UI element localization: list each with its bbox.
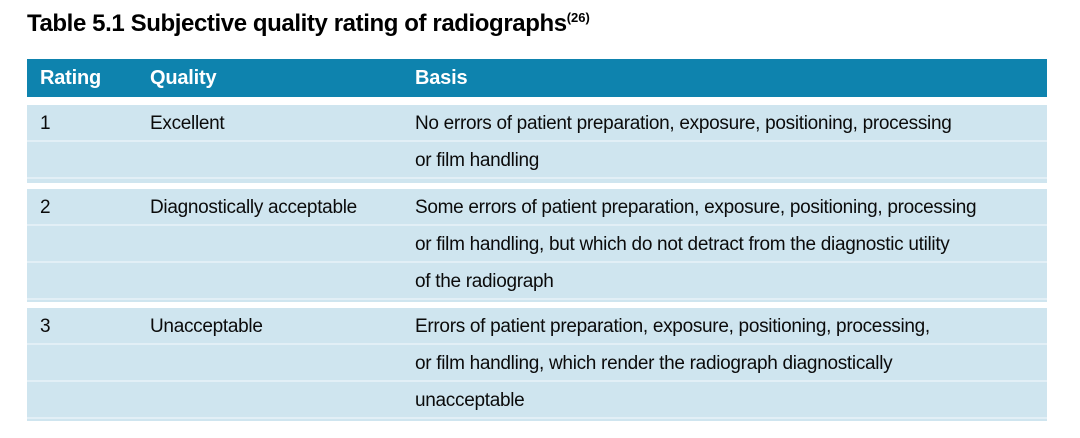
basis-line: Errors of patient preparation, exposure,… bbox=[415, 316, 930, 337]
column-header-quality: Quality bbox=[150, 66, 217, 89]
column-header-basis: Basis bbox=[415, 66, 468, 89]
table-title: Table 5.1 Subjective quality rating of r… bbox=[27, 10, 590, 38]
basis-line: or film handling, but which do not detra… bbox=[415, 234, 950, 255]
basis-line: Some errors of patient preparation, expo… bbox=[415, 197, 977, 218]
basis-line: or film handling, which render the radio… bbox=[415, 353, 893, 374]
table-row: 3 Unacceptable Errors of patient prepara… bbox=[27, 308, 1047, 421]
table-row: 2 Diagnostically acceptable Some errors … bbox=[27, 189, 1047, 302]
table-title-reference-superscript: (26) bbox=[566, 10, 590, 25]
rating-cell: 2 bbox=[40, 197, 51, 218]
quality-cell: Excellent bbox=[150, 113, 225, 134]
column-header-rating: Rating bbox=[40, 66, 102, 89]
quality-cell: Diagnostically acceptable bbox=[150, 197, 357, 218]
table-header-row: Rating Quality Basis bbox=[27, 59, 1047, 97]
rating-cell: 1 bbox=[40, 113, 51, 134]
quality-cell: Unacceptable bbox=[150, 316, 263, 337]
quality-rating-table: Rating Quality Basis 1 Excellent No erro… bbox=[27, 59, 1047, 421]
basis-line: of the radiograph bbox=[415, 271, 554, 292]
basis-line: unacceptable bbox=[415, 390, 525, 411]
basis-line: or film handling bbox=[415, 150, 540, 171]
table-title-text: Table 5.1 Subjective quality rating of r… bbox=[27, 10, 567, 37]
basis-cell: Some errors of patient preparation, expo… bbox=[415, 189, 1047, 300]
basis-cell: Errors of patient preparation, exposure,… bbox=[415, 308, 1047, 419]
basis-line: No errors of patient preparation, exposu… bbox=[415, 113, 952, 134]
rating-cell: 3 bbox=[40, 316, 51, 337]
table-row: 1 Excellent No errors of patient prepara… bbox=[27, 105, 1047, 183]
basis-cell: No errors of patient preparation, exposu… bbox=[415, 105, 1047, 179]
